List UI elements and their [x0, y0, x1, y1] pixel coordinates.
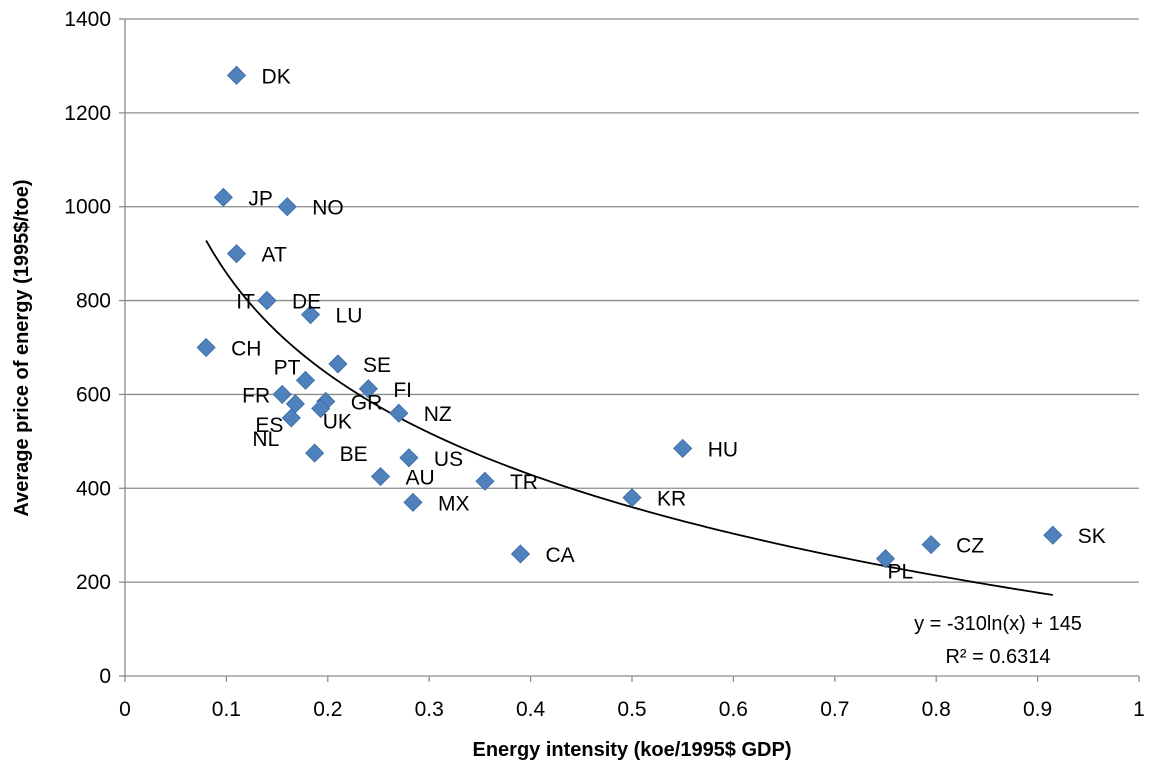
- data-point-cz: [921, 535, 941, 555]
- data-point-no: [277, 197, 297, 217]
- data-point-uk: [311, 398, 331, 419]
- data-point-us: [399, 448, 419, 468]
- point-label-fr: FR: [242, 384, 270, 407]
- point-label-es: ES: [255, 414, 283, 437]
- point-label-sk: SK: [1078, 525, 1106, 548]
- axes: [119, 18, 1140, 682]
- y-tick-label: 800: [76, 290, 111, 313]
- x-tick-label: 0.8: [922, 698, 951, 721]
- point-label-lu: LU: [336, 305, 363, 328]
- data-point-lu: [300, 305, 321, 325]
- data-point-de: [257, 291, 277, 311]
- data-point-mx: [403, 492, 423, 512]
- point-labels: DK JP NO AT IT DE LU CH SE PT FI FR GR ES UK NZ NL HU BE US…: [231, 65, 1106, 583]
- data-point-tr: [475, 471, 495, 491]
- point-label-uk: UK: [323, 411, 352, 434]
- point-label-jp: JP: [248, 187, 273, 210]
- point-label-be: BE: [340, 443, 368, 466]
- data-point-pt: [295, 370, 316, 390]
- y-axis-title: Average price of energy (1995$/toe): [11, 179, 33, 516]
- data-point-kr: [622, 488, 642, 508]
- point-label-au: AU: [406, 467, 435, 490]
- data-point-ch: [196, 337, 216, 358]
- point-label-at: AT: [262, 244, 287, 267]
- point-label-dk: DK: [262, 65, 291, 88]
- data-point-be: [305, 443, 325, 463]
- data-point-se: [328, 354, 348, 374]
- point-label-se: SE: [363, 354, 391, 377]
- y-tick-label: 0: [99, 665, 111, 688]
- point-label-ca: CA: [545, 544, 574, 567]
- data-points: [196, 65, 1063, 569]
- point-label-cz: CZ: [956, 535, 984, 558]
- data-point-pl: [875, 549, 896, 569]
- data-point-nl: [281, 408, 301, 428]
- x-tick-label: 0.7: [820, 698, 849, 721]
- point-label-pl: PL: [888, 561, 914, 584]
- data-point-ca: [510, 544, 531, 564]
- point-label-hu: HU: [708, 438, 738, 461]
- point-label-no: NO: [312, 197, 344, 220]
- data-point-dk: [226, 65, 247, 85]
- x-tick-label: 0.5: [617, 698, 646, 721]
- y-tick-label: 1200: [64, 102, 111, 125]
- trendline-r-squared: R² = 0.6314: [945, 646, 1050, 668]
- y-tick-label: 600: [76, 383, 111, 406]
- point-label-fi: FI: [393, 379, 412, 402]
- point-label-mx: MX: [438, 492, 470, 515]
- y-tick-label: 200: [76, 571, 111, 594]
- x-axis-title: Energy intensity (koe/1995$ GDP): [472, 739, 791, 761]
- x-tick-label: 0.4: [516, 698, 546, 721]
- point-label-kr: KR: [657, 488, 686, 511]
- data-point-au: [370, 466, 391, 487]
- x-tick-label: 0: [119, 698, 131, 721]
- x-tick-label: 0.3: [415, 698, 444, 721]
- data-point-nz: [389, 403, 409, 423]
- x-tick-label: 1: [1133, 698, 1145, 721]
- data-point-hu: [673, 438, 693, 458]
- data-point-fr: [272, 384, 292, 404]
- point-label-nl: NL: [252, 428, 279, 451]
- point-label-tr: TR: [510, 471, 538, 494]
- x-tick-label: 0.9: [1023, 698, 1052, 721]
- point-label-it: IT: [236, 291, 255, 314]
- point-label-nz: NZ: [424, 403, 452, 426]
- y-tick-label: 1400: [64, 8, 111, 31]
- point-label-pt: PT: [274, 356, 301, 379]
- data-point-fi: [358, 379, 378, 399]
- point-label-us: US: [434, 448, 463, 471]
- y-tick-labels: 0 200 400 600 800 1000 1200 1400: [64, 8, 111, 688]
- trendline-equation: y = -310ln(x) + 145: [914, 613, 1082, 635]
- data-point-es: [285, 394, 305, 414]
- y-tick-label: 400: [76, 477, 111, 500]
- data-point-jp: [213, 187, 233, 207]
- x-tick-label: 0.6: [719, 698, 748, 721]
- data-point-sk: [1043, 525, 1063, 545]
- x-tick-labels: 0 0.1 0.2 0.3 0.4 0.5 0.6 0.7 0.8 0.9 1: [119, 698, 1145, 721]
- point-label-ch: CH: [231, 338, 261, 361]
- data-point-at: [226, 244, 247, 264]
- x-tick-label: 0.1: [212, 698, 241, 721]
- y-tick-label: 1000: [64, 196, 111, 219]
- point-label-gr: GR: [351, 391, 383, 414]
- point-label-de: DE: [292, 291, 321, 314]
- x-tick-label: 0.2: [313, 698, 342, 721]
- trendline: [205, 240, 1053, 596]
